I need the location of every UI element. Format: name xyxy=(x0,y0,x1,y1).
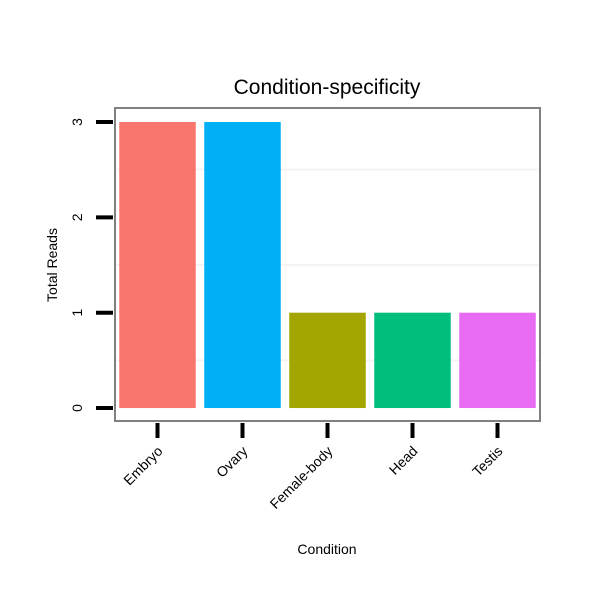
chart-title: Condition-specificity xyxy=(234,76,421,99)
plot-border xyxy=(114,107,541,422)
y-tick-label: 2 xyxy=(69,213,85,221)
x-tick-label: Testis xyxy=(469,443,506,480)
y-axis-label: Total Reads xyxy=(44,228,60,302)
x-tick-label: Head xyxy=(386,443,421,478)
y-tick-label: 0 xyxy=(69,404,85,412)
y-tick-label: 3 xyxy=(69,118,85,126)
bar-female-body xyxy=(289,312,366,409)
x-tick-label: Embryo xyxy=(120,443,166,489)
bar-testis xyxy=(459,312,536,409)
x-tick-label: Ovary xyxy=(213,443,251,481)
bar-head xyxy=(374,312,451,409)
bar-embryo xyxy=(119,122,196,409)
bar-ovary xyxy=(204,122,281,409)
x-tick-label: Female-body xyxy=(267,443,336,512)
x-axis-label: Condition xyxy=(297,541,356,557)
plot-area: Embryo Ovary Female-body Head Testis 0 1 2 3 xyxy=(69,107,541,512)
y-tick-label: 1 xyxy=(69,309,85,317)
